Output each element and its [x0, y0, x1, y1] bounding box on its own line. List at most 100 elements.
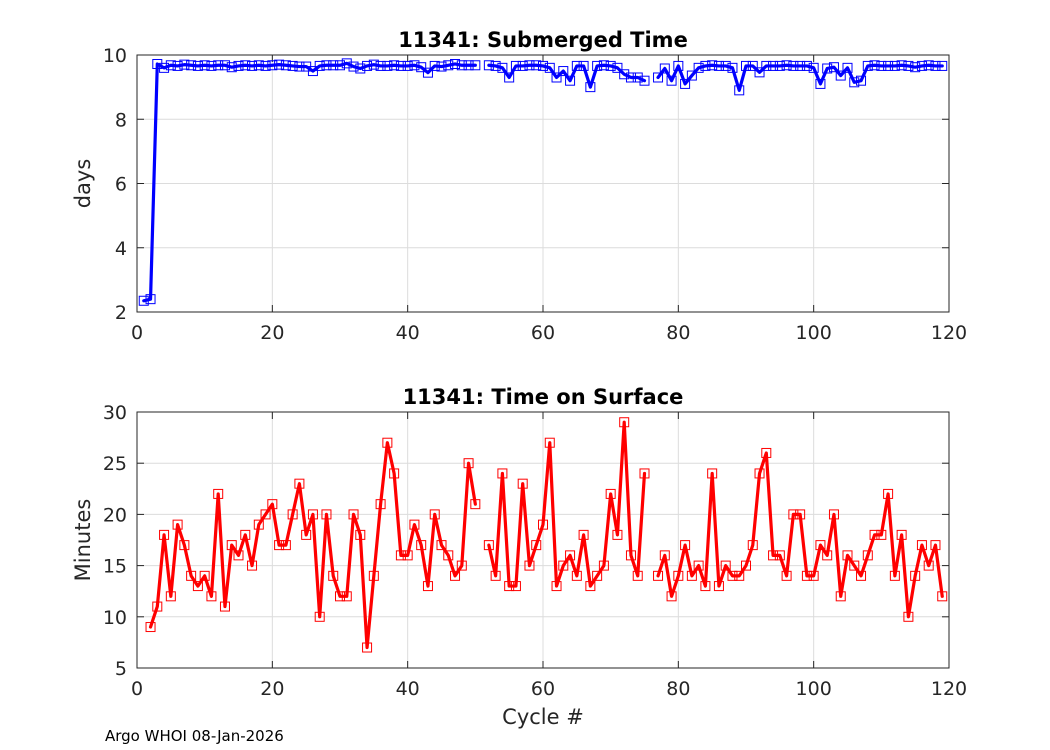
surface-data-point: [341, 591, 352, 602]
submerged-data-point: [159, 62, 170, 73]
submerged-x-tick-label: 40: [396, 322, 420, 344]
surface-data-point: [213, 488, 224, 499]
submerged-y-tick-label: 6: [115, 174, 127, 196]
surface-data-point: [159, 529, 170, 540]
surface-data-point: [565, 550, 576, 561]
submerged-data-point: [389, 60, 400, 71]
submerged-y-tick-label: 2: [115, 302, 127, 324]
submerged-data-point: [788, 60, 799, 71]
surface-data-point: [585, 581, 596, 592]
submerged-data-point: [700, 60, 711, 71]
submerged-data-point: [761, 60, 772, 71]
submerged-data-point: [835, 70, 846, 81]
surface-data-point: [375, 499, 386, 510]
submerged-data-point: [307, 66, 318, 77]
submerged-data-point: [639, 75, 650, 86]
submerged-data-point: [849, 77, 860, 88]
surface-y-tick-label: 30: [103, 402, 127, 424]
submerged-data-point: [612, 62, 623, 73]
surface-data-point: [253, 519, 264, 530]
submerged-data-point: [314, 60, 325, 71]
submerged-data-point: [842, 62, 853, 73]
submerged-data-point: [801, 60, 812, 71]
surface-data-point: [368, 570, 379, 581]
surface-data-point: [673, 570, 684, 581]
submerged-data-point: [152, 58, 163, 69]
surface-data-point: [219, 601, 230, 612]
surface-data-point: [450, 570, 461, 581]
submerged-data-point: [734, 85, 745, 96]
submerged-data-point: [436, 61, 447, 72]
surface-data-point: [693, 560, 704, 571]
submerged-data-point: [605, 60, 616, 71]
surface-data-point: [930, 540, 941, 551]
submerged-data-point: [754, 67, 765, 78]
surface-data-point: [314, 611, 325, 622]
submerged-x-tick-label: 0: [131, 322, 143, 344]
surface-data-point: [558, 560, 569, 571]
surface-data-point: [883, 488, 894, 499]
submerged-data-point: [747, 60, 758, 71]
submerged-data-point: [585, 82, 596, 93]
submerged-data-point: [876, 60, 887, 71]
submerged-data-point: [267, 60, 278, 71]
surface-data-point: [422, 581, 433, 592]
submerged-data-point: [666, 75, 677, 86]
surface-x-tick-label: 40: [396, 678, 420, 700]
surface-data-point: [524, 560, 535, 571]
surface-data-point: [517, 478, 528, 489]
surface-data-point: [510, 581, 521, 592]
surface-data-point: [280, 540, 291, 551]
surface-data-point: [192, 581, 203, 592]
surface-x-tick-label: 100: [796, 678, 832, 700]
surface-data-point: [937, 591, 948, 602]
submerged-data-point: [206, 60, 217, 71]
surface-data-point: [436, 540, 447, 551]
surface-data-point: [287, 509, 298, 520]
submerged-x-tick-label: 60: [531, 322, 555, 344]
surface-data-point: [700, 581, 711, 592]
surface-data-point: [395, 550, 406, 561]
submerged-data-point: [869, 60, 880, 71]
surface-data-point: [680, 540, 691, 551]
surface-data-point: [307, 509, 318, 520]
submerged-data-point: [348, 61, 359, 72]
surface-data-point: [571, 570, 582, 581]
surface-data-point: [233, 550, 244, 561]
surface-data-point: [632, 570, 643, 581]
surface-data-point: [382, 437, 393, 448]
submerged-data-point: [632, 72, 643, 83]
surface-data-point: [781, 570, 792, 581]
submerged-data-point: [930, 60, 941, 71]
surface-x-tick-label: 60: [531, 678, 555, 700]
surface-data-point: [348, 509, 359, 520]
submerged-data-point: [680, 78, 691, 89]
submerged-data-point: [517, 60, 528, 71]
submerged-data-point: [490, 60, 501, 71]
submerged-data-point: [937, 60, 948, 71]
submerged-data-point: [382, 60, 393, 71]
submerged-data-point: [240, 60, 251, 71]
surface-data-point: [483, 540, 494, 551]
surface-data-point: [456, 560, 467, 571]
submerged-data-point: [287, 60, 298, 71]
submerged-data-point: [321, 60, 332, 71]
submerged-data-point: [470, 60, 481, 71]
submerged-data-point: [889, 60, 900, 71]
submerged-data-point: [253, 60, 264, 71]
surface-data-point: [409, 519, 420, 530]
submerged-data-point: [280, 60, 291, 71]
submerged-data-point: [213, 60, 224, 71]
submerged-data-point: [429, 60, 440, 71]
submerged-data-point: [531, 60, 542, 71]
submerged-chart-title: 11341: Submerged Time: [398, 28, 688, 52]
submerged-data-point: [571, 60, 582, 71]
submerged-data-point: [856, 75, 867, 86]
surface-data-point: [923, 560, 934, 571]
surface-data-point: [862, 550, 873, 561]
surface-data-point: [152, 601, 163, 612]
submerged-data-point: [808, 62, 819, 73]
submerged-data-point: [328, 60, 339, 71]
submerged-data-point: [510, 60, 521, 71]
